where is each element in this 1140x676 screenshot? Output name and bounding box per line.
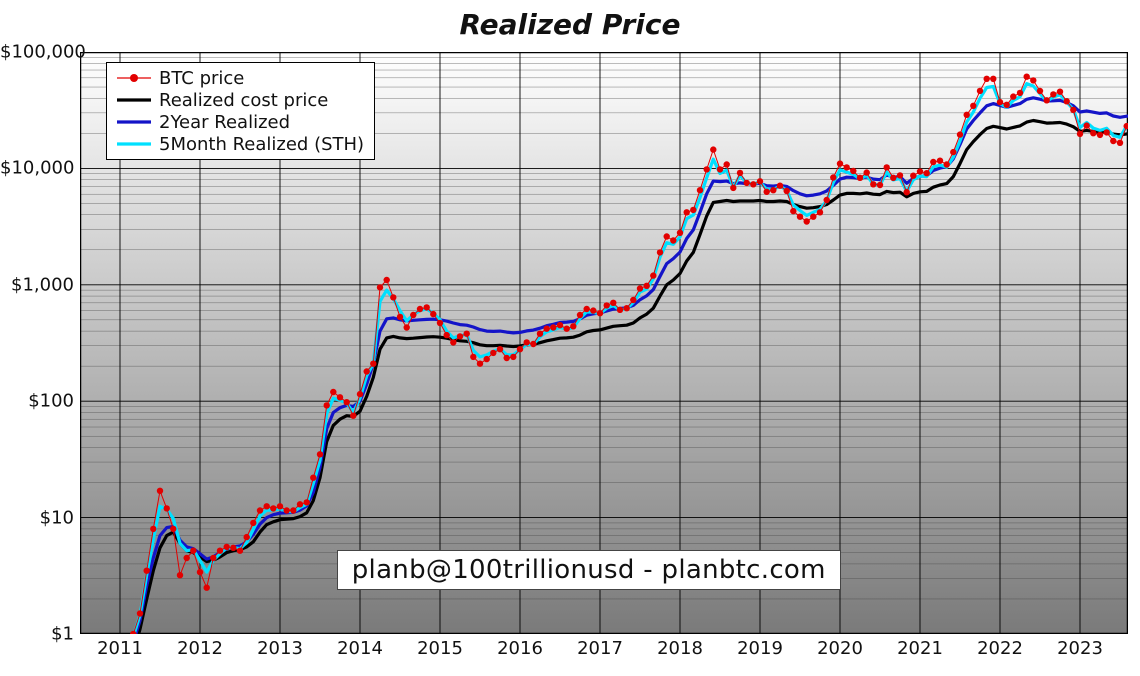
legend-swatch-icon xyxy=(115,135,153,153)
x-tick-label: 2020 xyxy=(817,638,863,659)
legend-item: 5Month Realized (STH) xyxy=(115,133,364,155)
legend-swatch-icon xyxy=(115,69,153,87)
legend-item: BTC price xyxy=(115,67,364,89)
legend-label: BTC price xyxy=(159,68,244,89)
y-tick-label: $1,000 xyxy=(0,274,74,295)
legend-item: Realized cost price xyxy=(115,89,364,111)
legend-label: 5Month Realized (STH) xyxy=(159,134,364,155)
y-tick-label: $10,000 xyxy=(0,158,74,179)
x-tick-label: 2011 xyxy=(97,638,143,659)
legend-swatch-icon xyxy=(115,91,153,109)
y-tick-label: $100,000 xyxy=(0,42,74,63)
x-tick-label: 2015 xyxy=(417,638,463,659)
legend-item: 2Year Realized xyxy=(115,111,364,133)
y-tick-label: $10 xyxy=(0,507,74,528)
y-tick-label: $1 xyxy=(0,624,74,645)
x-tick-label: 2018 xyxy=(657,638,703,659)
chart-watermark: planb@100trillionusd - planbtc.com xyxy=(337,550,841,590)
x-tick-label: 2014 xyxy=(337,638,383,659)
legend-swatch-icon xyxy=(115,113,153,131)
x-tick-label: 2023 xyxy=(1057,638,1103,659)
chart-title: Realized Price xyxy=(0,8,1140,41)
x-tick-label: 2012 xyxy=(177,638,223,659)
x-tick-label: 2013 xyxy=(257,638,303,659)
x-tick-label: 2019 xyxy=(737,638,783,659)
legend-label: 2Year Realized xyxy=(159,112,290,133)
x-tick-label: 2022 xyxy=(977,638,1023,659)
x-tick-label: 2017 xyxy=(577,638,623,659)
legend-label: Realized cost price xyxy=(159,90,328,111)
x-tick-label: 2021 xyxy=(897,638,943,659)
y-tick-label: $100 xyxy=(0,391,74,412)
x-tick-label: 2016 xyxy=(497,638,543,659)
chart-legend: BTC priceRealized cost price2Year Realiz… xyxy=(106,62,375,160)
